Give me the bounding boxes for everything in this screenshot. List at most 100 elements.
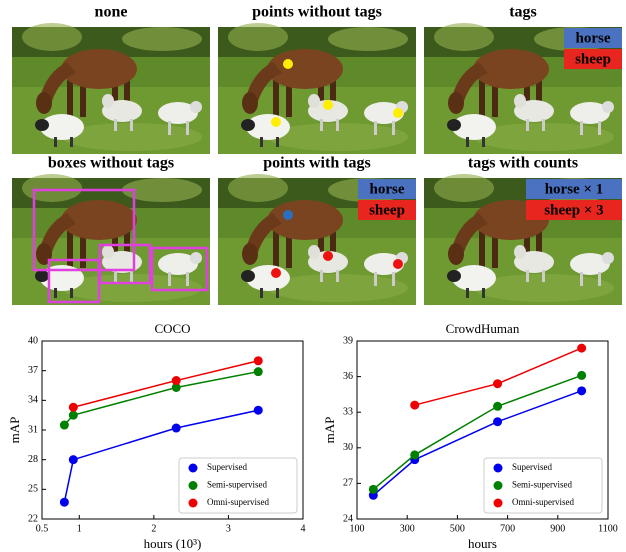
data-point [253,367,263,377]
box [150,246,209,292]
photo [12,23,210,154]
box [98,243,152,285]
data-point [493,417,503,427]
x-tick-label: 300 [400,523,415,534]
data-point [493,401,503,411]
panel-title: tags [509,4,537,21]
x-axis-label: hours [468,536,497,551]
y-tick-label: 33 [343,406,353,417]
panel-image: horse sheep [218,174,416,305]
panel-image [12,23,210,154]
x-tick-label: 4 [301,523,306,534]
y-tick-label: 36 [343,371,353,382]
x-tick-label: 900 [550,523,565,534]
y-tick-label: 34 [28,395,38,406]
x-tick-label: 100 [350,523,365,534]
legend-marker [493,463,503,473]
y-tick-label: 31 [28,424,38,435]
data-point [493,379,503,389]
legend-label: Omni-supervised [207,497,269,507]
x-tick-label: 1100 [598,523,618,534]
x-axis-label: hours (10³) [144,536,202,551]
data-point [253,356,263,366]
series-line [414,347,582,406]
data-point [368,484,378,494]
panel-title: tags with counts [468,155,578,172]
plot-frame [41,340,304,520]
data-point [253,405,263,415]
series-line [372,374,582,490]
legend-label: Semi-supervised [512,480,572,490]
box [32,188,136,272]
y-axis-label: mAP [322,417,337,444]
x-tick-label: 500 [450,523,465,534]
data-point [68,402,78,412]
photo [12,174,210,305]
data-point [171,423,181,433]
plot-frame [356,340,609,520]
point [393,108,403,118]
chart-title: CrowdHuman [446,321,520,336]
legend-box [483,457,603,514]
y-tick-label: 24 [343,513,353,524]
series-line [63,409,259,503]
legend-marker [493,498,503,508]
y-tick-label: 37 [28,365,38,376]
tag-label: sheep [575,51,611,67]
panel-title: points without tags [252,4,382,21]
y-tick-label: 27 [343,478,353,489]
tag-box [358,200,416,220]
data-point [577,386,587,396]
tag-label: horse [576,30,611,46]
photo [218,23,416,154]
legend-label: Supervised [512,462,552,472]
chart-title: COCO [154,321,190,336]
data-point [68,410,78,420]
series-line [73,360,259,408]
y-tick-label: 30 [343,442,353,453]
panel-image: horse sheep [424,23,622,154]
panel-title: points with tags [263,155,371,172]
y-axis-label: mAP [7,417,22,444]
panel-title: boxes without tags [48,155,174,172]
point [393,259,403,269]
x-tick-label: 0.5 [36,523,49,534]
tag-box [564,49,622,69]
tag-box [526,179,622,199]
data-point [68,455,78,465]
x-tick-label: 3 [226,523,231,534]
x-tick-label: 2 [151,523,156,534]
data-point [171,382,181,392]
point [283,59,293,69]
tag-box [358,179,416,199]
x-tick-label: 1 [77,523,82,534]
legend-label: Semi-supervised [207,480,267,490]
series-line [63,370,259,426]
y-tick-label: 28 [28,454,38,465]
tag-label: sheep [369,202,405,218]
legend-marker [188,498,198,508]
data-point [59,420,69,430]
data-point [577,343,587,353]
y-tick-label: 40 [28,335,38,346]
legend-marker [188,463,198,473]
legend-marker [188,481,198,490]
legend-label: Omni-supervised [512,497,574,507]
tag-box [526,200,622,220]
data-point [171,376,181,386]
y-tick-label: 22 [28,513,38,524]
data-point [410,400,420,410]
tag-label: horse [370,181,405,197]
tag-label: horse × 1 [545,181,604,197]
point [323,251,333,261]
legend-label: Supervised [207,462,247,472]
panel-image [218,23,416,154]
panel-image [12,174,210,305]
panel-image: horse × 1 sheep × 3 [424,174,622,305]
y-tick-label: 39 [343,335,353,346]
tag-label: sheep × 3 [544,202,603,218]
data-point [577,370,587,380]
legend-marker [493,481,503,490]
point [271,268,281,278]
